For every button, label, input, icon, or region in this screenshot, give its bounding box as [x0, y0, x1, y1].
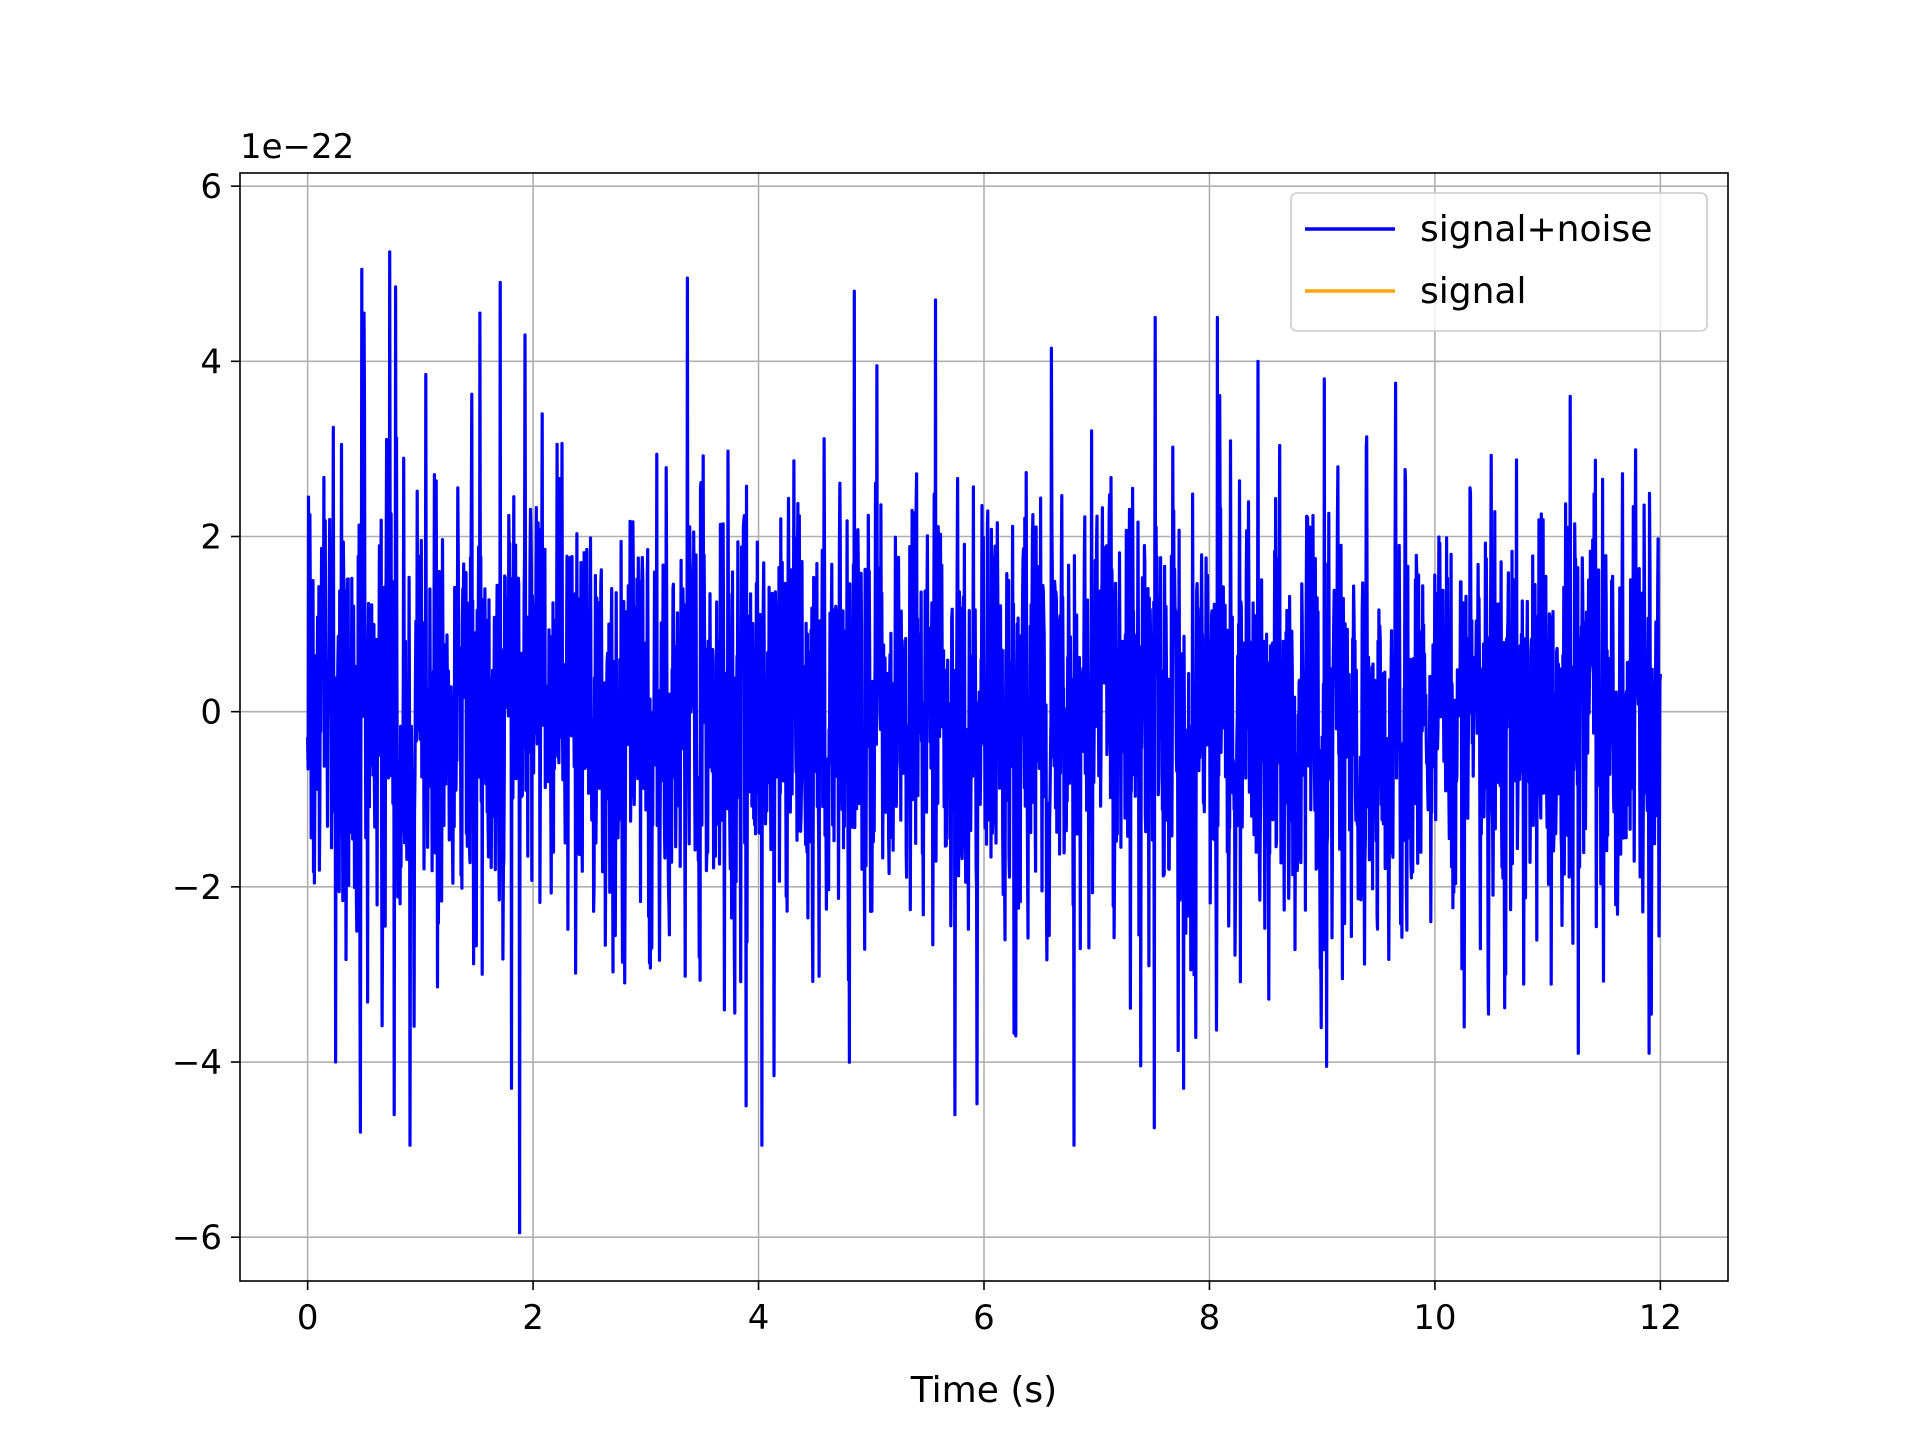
- x-tick-label: 12: [1639, 1298, 1682, 1338]
- y-axis-offset-label: 1e−22: [240, 127, 354, 167]
- y-tick-label: 2: [200, 517, 222, 557]
- x-axis-label: Time (s): [910, 1370, 1057, 1411]
- y-tick-label: 6: [200, 167, 222, 207]
- y-tick-label: −2: [172, 868, 222, 908]
- x-tick-label: 0: [297, 1298, 319, 1338]
- legend: signal+noise signal: [1290, 192, 1708, 332]
- legend-label-signal: signal: [1420, 271, 1527, 312]
- x-tick-label: 8: [1199, 1298, 1221, 1338]
- y-tick-label: 0: [200, 693, 222, 733]
- y-tick-label: 4: [200, 342, 222, 382]
- legend-label-signal-noise: signal+noise: [1420, 209, 1652, 250]
- plot-area: [306, 250, 1662, 1235]
- x-tick-label: 2: [522, 1298, 544, 1338]
- x-tick-label: 10: [1413, 1298, 1456, 1338]
- y-axis-ticks: −6 −4 −2 0 2 4 6: [172, 167, 240, 1258]
- x-tick-label: 6: [973, 1298, 995, 1338]
- series-line-signal-noise: [306, 250, 1662, 1235]
- x-axis-ticks: 0 2 4 6 8 10 12: [297, 1281, 1682, 1338]
- x-tick-label: 4: [748, 1298, 770, 1338]
- y-tick-label: −4: [172, 1043, 222, 1083]
- y-tick-label: −6: [172, 1218, 222, 1258]
